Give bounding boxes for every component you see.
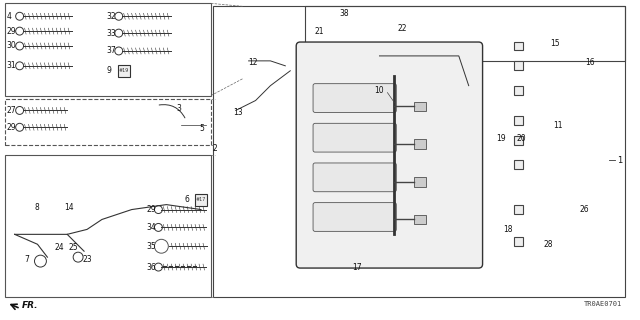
Text: 2: 2 bbox=[213, 144, 218, 153]
Text: 17: 17 bbox=[352, 263, 362, 272]
Text: 25: 25 bbox=[68, 243, 78, 252]
Text: 16: 16 bbox=[586, 58, 595, 67]
Text: 4: 4 bbox=[7, 12, 12, 21]
Text: #17: #17 bbox=[196, 197, 206, 202]
Text: 29: 29 bbox=[7, 123, 17, 132]
Text: 9: 9 bbox=[107, 66, 112, 75]
Bar bbox=[514, 116, 523, 125]
Bar bbox=[195, 194, 207, 206]
Bar bbox=[414, 214, 426, 224]
Text: 26: 26 bbox=[580, 205, 589, 214]
Bar bbox=[118, 65, 130, 77]
FancyBboxPatch shape bbox=[296, 42, 483, 268]
Text: 33: 33 bbox=[107, 28, 116, 38]
Text: 20: 20 bbox=[516, 134, 526, 143]
FancyBboxPatch shape bbox=[313, 163, 396, 192]
Text: 8: 8 bbox=[35, 203, 39, 212]
Text: FR.: FR. bbox=[22, 301, 38, 310]
Text: 37: 37 bbox=[107, 46, 116, 55]
Text: 15: 15 bbox=[550, 38, 559, 48]
Bar bbox=[514, 237, 523, 246]
Bar bbox=[514, 86, 523, 95]
Text: 10: 10 bbox=[374, 86, 384, 95]
Text: 18: 18 bbox=[504, 225, 513, 234]
Text: 14: 14 bbox=[64, 203, 74, 212]
Bar bbox=[4, 99, 211, 145]
Text: 13: 13 bbox=[233, 108, 243, 117]
Text: 31: 31 bbox=[7, 61, 17, 70]
Bar bbox=[514, 205, 523, 214]
Bar bbox=[514, 61, 523, 70]
Text: 28: 28 bbox=[543, 240, 552, 249]
Bar bbox=[305, 6, 625, 61]
Text: 29: 29 bbox=[7, 27, 17, 36]
Bar bbox=[414, 177, 426, 187]
Text: #19: #19 bbox=[118, 68, 129, 73]
Bar bbox=[414, 101, 426, 111]
Text: 30: 30 bbox=[7, 42, 17, 51]
Text: 12: 12 bbox=[248, 58, 258, 67]
Text: 6: 6 bbox=[184, 195, 189, 204]
Text: 32: 32 bbox=[107, 12, 116, 21]
Bar bbox=[514, 161, 523, 169]
Bar bbox=[4, 155, 211, 297]
Text: 38: 38 bbox=[340, 9, 349, 18]
Text: 35: 35 bbox=[147, 242, 156, 251]
Text: 3: 3 bbox=[176, 104, 181, 113]
Bar bbox=[4, 4, 211, 96]
FancyBboxPatch shape bbox=[313, 84, 396, 112]
Text: 36: 36 bbox=[147, 263, 156, 272]
Text: 1: 1 bbox=[618, 156, 623, 164]
FancyBboxPatch shape bbox=[313, 123, 396, 152]
Text: 24: 24 bbox=[54, 243, 64, 252]
Bar bbox=[514, 42, 523, 51]
Text: 11: 11 bbox=[553, 121, 563, 130]
Text: 7: 7 bbox=[24, 255, 29, 264]
Text: 22: 22 bbox=[397, 24, 407, 33]
Text: 19: 19 bbox=[497, 134, 506, 143]
Text: 21: 21 bbox=[314, 27, 324, 36]
Text: TR0AE0701: TR0AE0701 bbox=[584, 301, 622, 307]
Text: 29: 29 bbox=[147, 205, 156, 214]
Text: 27: 27 bbox=[7, 106, 17, 115]
Bar bbox=[213, 6, 625, 297]
Bar bbox=[414, 139, 426, 149]
Bar bbox=[514, 136, 523, 145]
Text: 34: 34 bbox=[147, 223, 156, 232]
Text: 23: 23 bbox=[82, 255, 92, 264]
Text: 5: 5 bbox=[199, 124, 204, 133]
FancyBboxPatch shape bbox=[313, 203, 396, 231]
